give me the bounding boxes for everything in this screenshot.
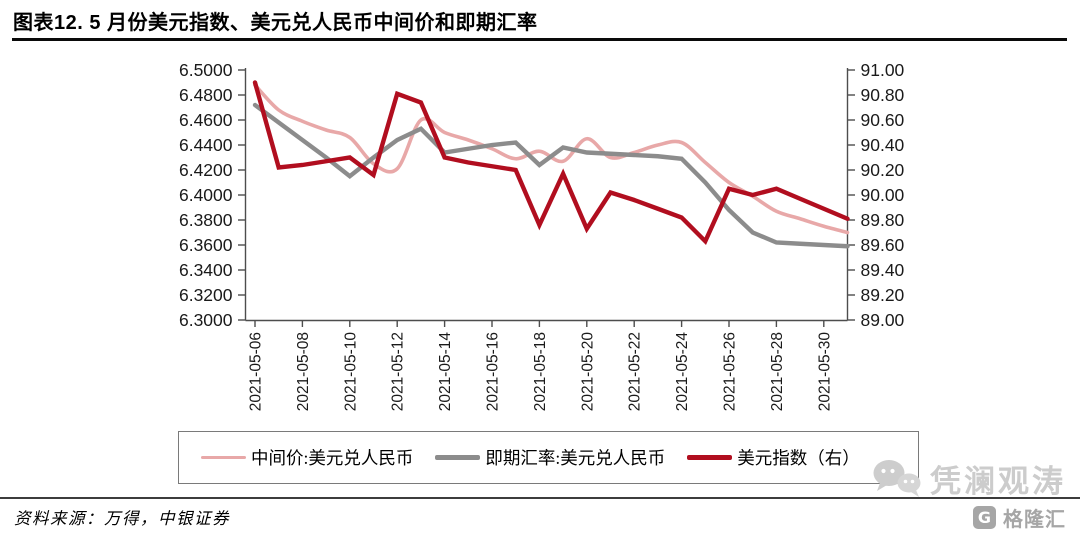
x-axis-labels: 2021-05-06 2021-05-08 2021-05-10 2021-05-12… [248, 320, 833, 412]
legend-entry-0: 中间价:美元兑人民币 [201, 445, 413, 470]
svg-text:6.3400: 6.3400 [179, 260, 233, 280]
svg-text:89.40: 89.40 [861, 260, 905, 280]
svg-text:6.4800: 6.4800 [179, 85, 233, 105]
source-note: 资料来源：万得，中银证券 [14, 509, 230, 528]
svg-text:6.3600: 6.3600 [179, 235, 233, 255]
legend-swatch-icon [201, 455, 246, 460]
svg-text:91.00: 91.00 [861, 60, 905, 80]
right-axis-ticks: 91.00 90.80 90.60 90.40 90.20 90.00 89.80 89.60… [847, 60, 905, 330]
svg-text:2021-05-12: 2021-05-12 [390, 332, 407, 411]
gelonghui-g-icon: G [973, 506, 996, 529]
svg-text:6.5000: 6.5000 [179, 60, 233, 80]
legend-swatch-icon [435, 455, 481, 460]
watermark-brand-text: 凭澜观涛 [930, 464, 1066, 499]
svg-text:89.00: 89.00 [861, 310, 905, 330]
brand-watermark: 凭澜观涛 [870, 456, 1066, 501]
svg-text:2021-05-06: 2021-05-06 [248, 332, 265, 411]
svg-text:6.3800: 6.3800 [179, 210, 233, 230]
svg-text:6.3000: 6.3000 [179, 310, 233, 330]
svg-text:90.20: 90.20 [861, 160, 905, 180]
gelonghui-logo: G 格隆汇 [973, 503, 1066, 532]
svg-text:2021-05-26: 2021-05-26 [722, 332, 739, 411]
svg-text:90.00: 90.00 [861, 185, 905, 205]
svg-text:89.20: 89.20 [861, 285, 905, 305]
legend-swatch-icon [687, 454, 733, 461]
legend-label: 即期汇率:美元兑人民币 [485, 448, 666, 468]
svg-text:89.80: 89.80 [861, 210, 905, 230]
svg-text:2021-05-18: 2021-05-18 [532, 332, 549, 411]
svg-text:90.80: 90.80 [861, 85, 905, 105]
footer-divider [0, 497, 1080, 499]
title-underline [12, 38, 1067, 41]
svg-text:6.4000: 6.4000 [179, 185, 233, 205]
svg-text:2021-05-10: 2021-05-10 [342, 332, 359, 412]
legend-entry-2: 美元指数（右） [687, 445, 860, 470]
chat-bubbles-icon [873, 459, 921, 497]
axes [244, 68, 849, 322]
svg-text:2021-05-30: 2021-05-30 [816, 332, 833, 412]
svg-text:2021-05-20: 2021-05-20 [579, 332, 596, 412]
figure-title: 图表12. 5 月份美元指数、美元兑人民币中间价和即期汇率 [13, 12, 538, 34]
svg-text:6.4400: 6.4400 [179, 135, 233, 155]
svg-text:6.4200: 6.4200 [179, 160, 233, 180]
series-line-1 [252, 102, 850, 249]
chart-legend: 中间价:美元兑人民币 即期汇率:美元兑人民币 美元指数（右） [178, 431, 919, 484]
svg-text:2021-05-28: 2021-05-28 [769, 332, 786, 411]
svg-text:89.60: 89.60 [861, 235, 905, 255]
svg-text:2021-05-16: 2021-05-16 [485, 332, 502, 411]
legend-label: 美元指数（右） [737, 448, 860, 468]
gelonghui-logo-text: 格隆汇 [1003, 509, 1066, 531]
legend-label: 中间价:美元兑人民币 [251, 448, 414, 468]
svg-text:2021-05-24: 2021-05-24 [674, 332, 691, 412]
svg-text:90.60: 90.60 [861, 110, 905, 130]
series-line-2 [252, 80, 850, 246]
svg-text:2021-05-08: 2021-05-08 [295, 332, 312, 411]
svg-text:6.3200: 6.3200 [179, 285, 233, 305]
svg-text:90.40: 90.40 [861, 135, 905, 155]
legend-entry-1: 即期汇率:美元兑人民币 [435, 445, 665, 470]
svg-text:2021-05-14: 2021-05-14 [437, 332, 454, 412]
left-axis-ticks: 6.5000 6.4800 6.4600 6.4400 6.4200 6.4000 6.38… [179, 60, 246, 330]
svg-text:2021-05-22: 2021-05-22 [627, 332, 644, 411]
svg-text:6.4600: 6.4600 [179, 110, 233, 130]
